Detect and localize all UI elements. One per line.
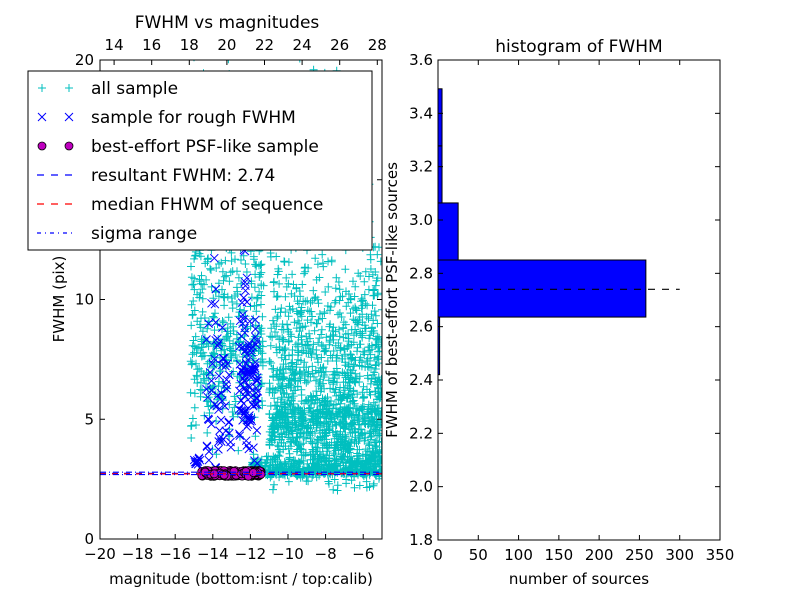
y-tick-label: 3.2 [409,158,433,176]
legend-x-icon [37,112,47,122]
histogram-chart: histogram of FWHM 0 50 100 150 200 250 300 350 … [383,37,734,588]
top-tick-label: 28 [368,36,387,54]
legend-plus-icon [65,84,73,92]
x-tick-label: −10 [272,545,304,563]
x-tick-label: 150 [545,546,574,564]
histogram-y-ticks: 1.8 2.0 2.2 2.4 2.6 2.8 3.0 3.2 3.4 3.6 [409,51,720,549]
scatter-y-label: FWHM (pix) [50,256,68,343]
x-tick-label: 50 [469,546,488,564]
legend-label: best-effort PSF-like sample [91,137,319,157]
histogram-bar [437,88,443,147]
y-tick-label: 0 [84,530,94,548]
legend-item: all sample [38,79,178,99]
x-tick-label: 250 [625,546,654,564]
top-tick-label: 16 [142,36,161,54]
scatter-chart: FWHM vs magnitudes −20 −18 −16 −14 −12 −10 −8−… [27,13,387,588]
histogram-axes-frame [437,59,721,541]
histogram-x-ticks: 0 50 100 150 200 250 300 350 [433,60,734,564]
x-tick-label: 200 [585,546,614,564]
x-tick-label: −12 [235,545,267,563]
legend-item: sample for rough FWHM [37,108,296,128]
y-tick-label: 5 [84,410,94,428]
top-tick-label: 26 [330,36,349,54]
y-tick-label: 2.0 [409,478,433,496]
x-tick-label: 0 [433,546,443,564]
scatter-top-ticks: 14 16 18 20 22 24 26 28 [105,36,387,65]
scatter-title: FWHM vs magnitudes [135,13,320,33]
scatter-x-label: magnitude (bottom:isnt / top:calib) [109,570,373,588]
top-tick-label: 20 [217,36,236,54]
legend-label: sigma range [91,224,197,244]
legend-box [27,70,373,251]
scatter-legend: all sample sample for rough FWHM best-effo… [27,70,373,251]
y-tick-label: 1.8 [409,531,433,549]
x-tick-label: −16 [159,545,191,563]
x-tick-label: −20 [84,545,116,563]
legend-label: resultant FWHM: 2.74 [91,166,275,186]
histogram-title: histogram of FWHM [495,37,662,57]
histogram-bar [437,145,443,204]
y-tick-label: 2.4 [409,371,433,389]
legend-x-icon [64,112,74,122]
scatter-hlines [100,471,382,476]
legend-item: sigma range [37,224,197,244]
x-tick-label: 300 [665,546,694,564]
y-tick-label: 3.6 [409,51,433,69]
legend-label: median FHWM of sequence [91,195,323,215]
top-tick-label: 14 [105,36,124,54]
y-tick-label: 2.2 [409,424,433,442]
y-tick-label: 10 [75,291,94,309]
histogram-bar [437,202,459,261]
top-tick-label: 18 [180,36,199,54]
y-tick-label: 3.0 [409,211,433,229]
histogram-x-label: number of sources [509,570,649,588]
x-tick-label: 350 [706,546,735,564]
legend-item: best-effort PSF-like sample [37,137,319,157]
scatter-x-ticks: −20 −18 −16 −14 −12 −10 −8 −6 [84,534,374,563]
legend-item: resultant FWHM: 2.74 [37,166,275,186]
psf-sample-markers [197,465,266,481]
x-tick-label: −6 [352,545,374,563]
legend-label: all sample [91,79,178,99]
x-tick-label: −14 [197,545,229,563]
legend-label: sample for rough FWHM [91,108,296,128]
y-tick-label: 2.6 [409,318,433,336]
x-tick-label: −18 [122,545,154,563]
top-tick-label: 22 [255,36,274,54]
legend-item: median FHWM of sequence [37,195,323,215]
legend-plus-icon [38,84,46,92]
top-tick-label: 24 [293,36,312,54]
y-tick-label: 2.8 [409,264,433,282]
histogram-bars [437,88,647,376]
y-tick-label: 3.4 [409,104,433,122]
histogram-y-label: FWHM of best-effort PSF-like sources [383,162,401,438]
x-tick-label: 100 [504,546,533,564]
legend-circle-icon [37,141,47,151]
x-tick-label: −8 [315,545,337,563]
legend-circle-icon [64,141,74,151]
histogram-bar [437,259,647,318]
y-tick-label: 20 [75,51,94,69]
